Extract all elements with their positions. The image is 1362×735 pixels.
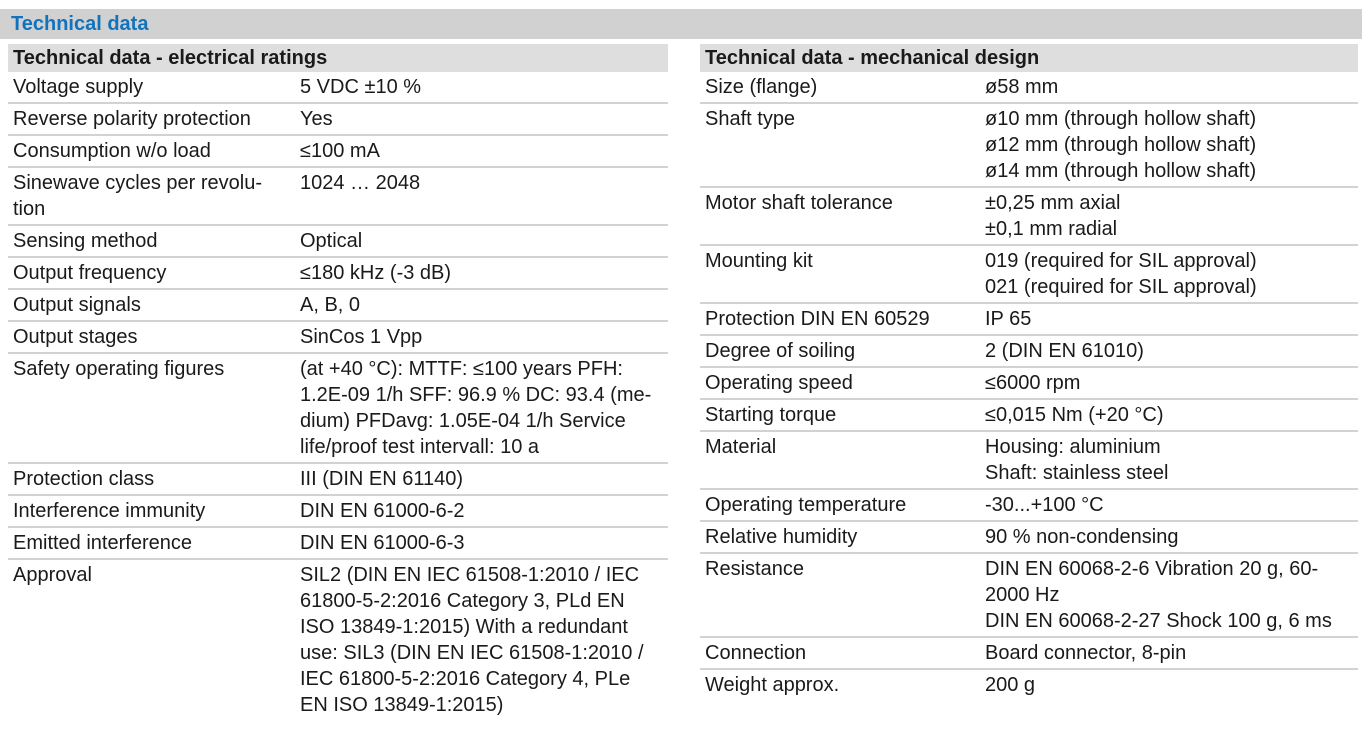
spec-row-value: Yes <box>300 108 333 130</box>
spec-row-value: Housing: aluminium Shaft: stainless stee… <box>985 436 1169 484</box>
table-columns: Technical data - electrical ratings Volt… <box>0 44 1362 720</box>
spec-row-value: SinCos 1 Vpp <box>300 326 423 348</box>
spec-row-value: ø58 mm <box>985 76 1059 98</box>
spec-row: Voltage supply 5 VDC ±10 % <box>8 72 668 104</box>
spec-row: Interference immunity DIN EN 61000-6-2 <box>8 496 668 528</box>
technical-datasheet-page: Technical data Technical data - electric… <box>0 9 1362 720</box>
spec-row-value: 2 (DIN EN 61010) <box>985 340 1144 362</box>
spec-row-value: DIN EN 61000-6-2 <box>300 500 465 522</box>
spec-row-label: Sinewave cycles per revolu­tion <box>13 172 263 220</box>
spec-row-label: Protection class <box>13 468 155 490</box>
spec-row: Operating temperature -30...+100 °C <box>700 490 1358 522</box>
electrical-ratings-table-header: Technical data - electrical ratings <box>8 44 668 72</box>
spec-row: Resistance DIN EN 60068-2-6 Vibration 20 … <box>700 554 1358 638</box>
spec-row-label: Relative humidity <box>705 526 858 548</box>
spec-row-value: ≤180 kHz (-3 dB) <box>300 262 452 284</box>
spec-row: Emitted interference DIN EN 61000-6-3 <box>8 528 668 560</box>
spec-row-value: -30...+100 °C <box>985 494 1104 516</box>
spec-row: Mounting kit 019 (required for SIL approv… <box>700 246 1358 304</box>
spec-row-label: Approval <box>13 564 92 586</box>
spec-row-label: Interference immunity <box>13 500 206 522</box>
spec-row-value: IP 65 <box>985 308 1032 330</box>
spec-row: Starting torque ≤0,015 Nm (+20 °C) <box>700 400 1358 432</box>
spec-row-label: Mounting kit <box>705 250 813 272</box>
spec-row-value: 1024 … 2048 <box>300 172 421 194</box>
spec-row-label: Consumption w/o load <box>13 140 211 162</box>
spec-row-label: Reverse polarity protection <box>13 108 251 130</box>
spec-row-label: Shaft type <box>705 108 796 130</box>
spec-row: Size (flange) ø58 mm <box>700 72 1358 104</box>
spec-row: Connection Board connector, 8-pin <box>700 638 1358 670</box>
spec-row: Consumption w/o load ≤100 mA <box>8 136 668 168</box>
spec-row-value: ±0,25 mm axial ±0,1 mm radial <box>985 192 1121 240</box>
spec-row-label: Safety operating figures <box>13 358 225 380</box>
spec-row: Approval SIL2 (DIN EN IEC 61508-1:2010 / … <box>8 560 668 720</box>
spec-row-label: Operating temperature <box>705 494 907 516</box>
spec-row-label: Output stages <box>13 326 138 348</box>
spec-row-label: Voltage supply <box>13 76 144 98</box>
spec-row-value: Optical <box>300 230 363 252</box>
spec-row: Output signals A, B, 0 <box>8 290 668 322</box>
spec-row-label: Output signals <box>13 294 141 316</box>
spec-row-value: DIN EN 61000-6-3 <box>300 532 465 554</box>
mechanical-design-table-header: Technical data - mechanical design <box>700 44 1358 72</box>
spec-row: Output frequency ≤180 kHz (-3 dB) <box>8 258 668 290</box>
spec-row: Protection DIN EN 60529 IP 65 <box>700 304 1358 336</box>
spec-row: Protection class III (DIN EN 61140) <box>8 464 668 496</box>
spec-row: Relative humidity 90 % non-condensing <box>700 522 1358 554</box>
spec-row-value: (at +40 °C): MTTF: ≤100 years PFH: 1.2E-… <box>300 358 652 458</box>
spec-row-label: Material <box>705 436 777 458</box>
spec-row: Safety operating figures (at +40 °C): MTT… <box>8 354 668 464</box>
mechanical-design-table: Technical data - mechanical design Size … <box>700 44 1358 700</box>
spec-row-label: Operating speed <box>705 372 853 394</box>
spec-row: Operating speed ≤6000 rpm <box>700 368 1358 400</box>
spec-row-value: DIN EN 60068-2-6 Vibration 20 g, 60-2000… <box>985 558 1332 632</box>
spec-row: Sinewave cycles per revolu­tion 1024 … 20… <box>8 168 668 226</box>
spec-row-value: ≤0,015 Nm (+20 °C) <box>985 404 1164 426</box>
spec-row-label: Degree of soiling <box>705 340 856 362</box>
spec-row-value: A, B, 0 <box>300 294 361 316</box>
spec-row-label: Connection <box>705 642 807 664</box>
spec-row-value: ≤6000 rpm <box>985 372 1081 394</box>
spec-row-label: Output frequency <box>13 262 167 284</box>
spec-row-value: 90 % non-condensing <box>985 526 1179 548</box>
spec-row-label: Emitted interference <box>13 532 192 554</box>
spec-row: Material Housing: aluminium Shaft: stainl… <box>700 432 1358 490</box>
spec-row: Shaft type ø10 mm (through hollow shaft) … <box>700 104 1358 188</box>
spec-row-label: Sensing method <box>13 230 158 252</box>
spec-row-label: Weight approx. <box>705 674 840 696</box>
spec-row-label: Motor shaft tolerance <box>705 192 893 214</box>
spec-row: Degree of soiling 2 (DIN EN 61010) <box>700 336 1358 368</box>
spec-row: Sensing method Optical <box>8 226 668 258</box>
electrical-ratings-rows: Voltage supply 5 VDC ±10 % Reverse polarit… <box>8 72 668 720</box>
mechanical-design-rows: Size (flange) ø58 mm Shaft type ø10 mm (thr… <box>700 72 1358 700</box>
spec-row: Motor shaft tolerance ±0,25 mm axial ±0,1… <box>700 188 1358 246</box>
spec-row-value: Board connector, 8-pin <box>985 642 1187 664</box>
page-title-bar: Technical data <box>0 9 1362 39</box>
spec-row-label: Starting torque <box>705 404 837 426</box>
spec-row-value: III (DIN EN 61140) <box>300 468 464 490</box>
spec-row-value: 019 (required for SIL approval) 021 (req… <box>985 250 1257 298</box>
spec-row-value: ø10 mm (through hollow shaft) ø12 mm (th… <box>985 108 1257 182</box>
spec-row-value: ≤100 mA <box>300 140 380 162</box>
spec-row: Weight approx. 200 g <box>700 670 1358 700</box>
page-title: Technical data <box>11 12 149 35</box>
spec-row-value: 200 g <box>985 674 1036 696</box>
spec-row-value: SIL2 (DIN EN IEC 61508-1:2010 / IEC 6180… <box>300 564 644 716</box>
spec-row: Output stages SinCos 1 Vpp <box>8 322 668 354</box>
spec-row-label: Resistance <box>705 558 804 580</box>
spec-row-label: Protection DIN EN 60529 <box>705 308 930 330</box>
spec-row-value: 5 VDC ±10 % <box>300 76 422 98</box>
spec-row: Reverse polarity protection Yes <box>8 104 668 136</box>
spec-row-label: Size (flange) <box>705 76 818 98</box>
electrical-ratings-table: Technical data - electrical ratings Volt… <box>8 44 668 720</box>
